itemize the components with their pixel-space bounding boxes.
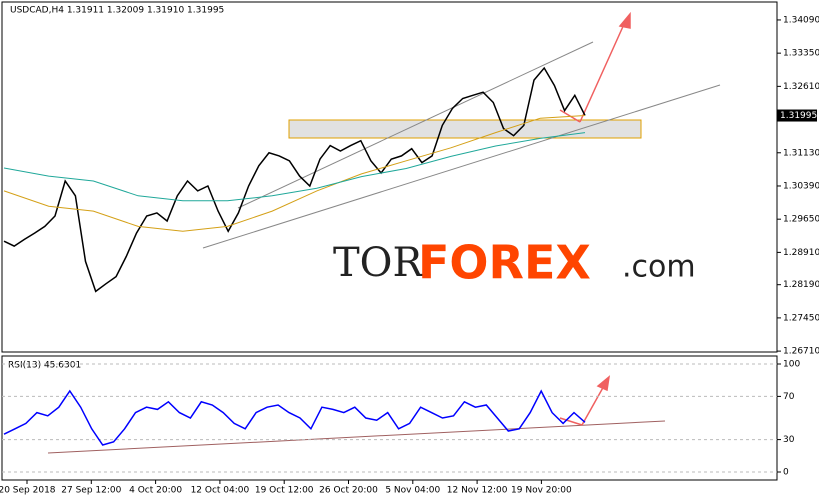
series-line [3,66,586,293]
x-tick-label: 4 Oct 20:00 [129,486,182,496]
y-tick-label: 1.28910 [783,248,819,258]
series-line [3,115,586,232]
series-line [3,389,586,446]
price-label: 1.31995 [780,111,817,121]
x-tick-label: 26 Oct 20:00 [319,486,378,496]
y-tick-label: 1.30390 [783,181,819,191]
forecast-arrows [559,11,631,426]
rsi-title: RSI(13) 45.6301 [8,361,81,371]
y-tick-label: 0 [783,468,789,478]
price-panel [1,1,778,353]
x-tick-label: 19 Nov 20:00 [511,486,572,496]
y-tick-label: 1.26710 [783,347,819,357]
x-tick-label: 5 Nov 04:00 [385,486,440,496]
y-tick-label: 100 [783,359,800,369]
x-tick-label: 12 Nov 12:00 [447,486,508,496]
y-tick-label: 1.34090 [783,15,819,25]
x-tick-label: 27 Sep 12:00 [61,486,121,496]
channel-line [202,84,721,249]
support-zone [288,119,642,139]
y-tick-label: 1.33350 [783,49,819,59]
rsi-panel [1,355,778,481]
price-label-box [777,109,817,122]
series-line [3,132,586,202]
watermark: .com [622,250,696,285]
x-tick-label: 19 Oct 12:00 [255,486,314,496]
x-tick-label: 20 Sep 2018 [0,486,56,496]
y-tick-label: 1.27450 [783,313,819,323]
x-tick-label: 12 Oct 04:00 [191,486,250,496]
y-tick-label: 30 [783,435,795,445]
y-tick-label: 70 [783,392,795,402]
chart-title: USDCAD,H4 1.31911 1.32009 1.31910 1.3199… [10,6,224,16]
y-tick-label: 1.29650 [783,215,819,225]
rsi-trend-line [47,420,666,454]
channel-line [237,41,594,209]
y-tick-label: 1.28190 [783,280,819,290]
y-tick-label: 1.31130 [783,148,819,158]
y-tick-label: 1.32610 [783,82,819,92]
watermark: TOR [333,240,424,286]
watermark: FOREX [418,236,591,290]
